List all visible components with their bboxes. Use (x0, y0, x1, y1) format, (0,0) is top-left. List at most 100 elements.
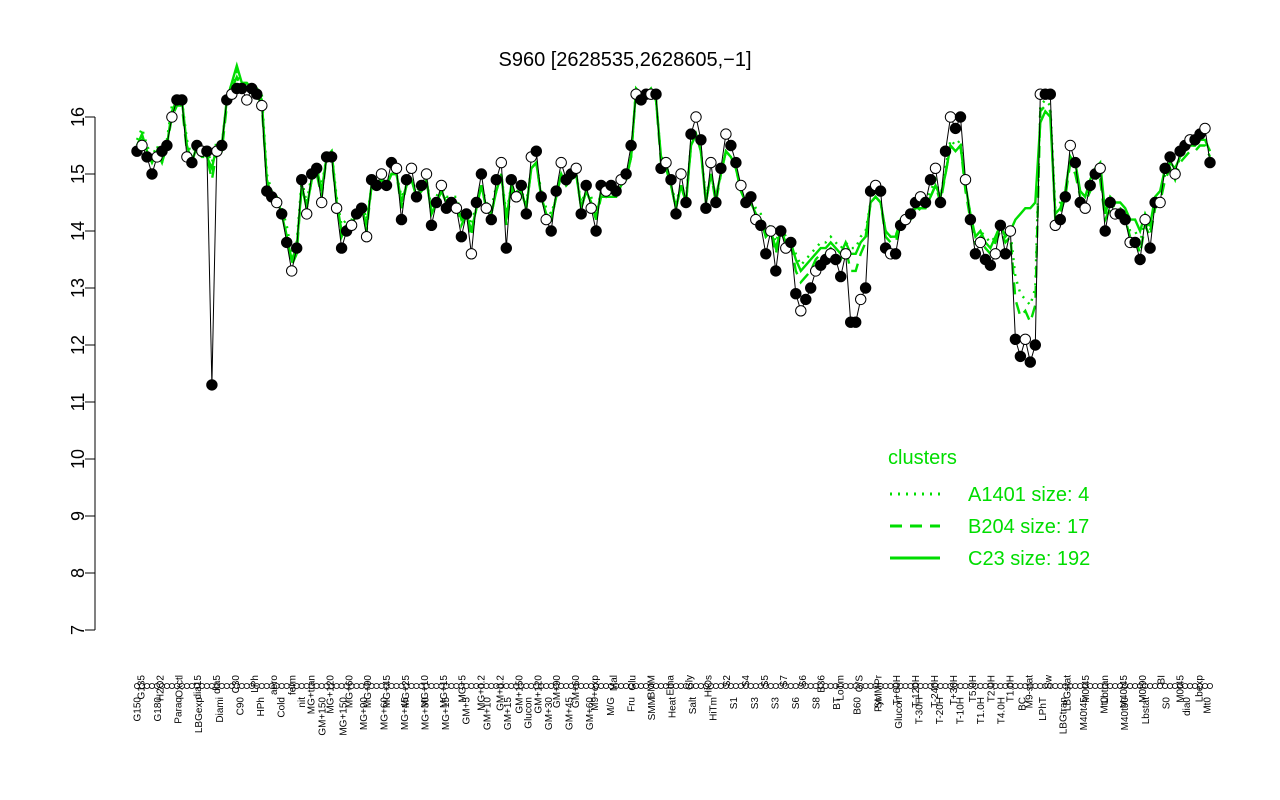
x-tick-label: M9-stat (1024, 675, 1035, 709)
data-point (1019, 333, 1032, 345)
x-tick-label: B60 (853, 697, 864, 715)
x-tick-label: dia15 (193, 675, 204, 700)
data-point (735, 179, 747, 192)
legend-label: B204 size: 17 (968, 516, 1089, 538)
x-tick-label: S3 (770, 697, 781, 710)
x-tick (942, 683, 949, 690)
x-tick-label: Glucon (523, 697, 534, 729)
x-tick-label: T5.0H (968, 675, 979, 702)
x-tick-label: T-240H (930, 675, 941, 708)
data-point (1054, 213, 1067, 226)
x-tick-label: Glu (628, 675, 639, 691)
data-point (435, 179, 448, 192)
data-point (934, 196, 947, 209)
x-tick-label: LPhT (1038, 697, 1049, 721)
data-point (620, 168, 632, 180)
x-tick-label: Lbstat (1141, 697, 1152, 724)
x-tick-label: M0t45 (1176, 675, 1187, 703)
x-tick-label: Heat (668, 697, 679, 718)
data-point (1084, 179, 1096, 192)
data-point (685, 128, 697, 140)
data-point (490, 174, 502, 186)
data-point (495, 156, 507, 169)
x-tick-label: Mt0 (1203, 697, 1214, 714)
data-point (505, 174, 517, 186)
x-tick-label: T1.0H (976, 697, 987, 724)
x-tick-label: Mal (609, 675, 620, 691)
x-tick (847, 683, 854, 690)
x-tick-label: SMMPr (873, 674, 884, 708)
x-tick-label: aero (269, 675, 280, 695)
x-tick-label: dia0 (1182, 697, 1193, 716)
data-point (271, 196, 283, 209)
data-point (161, 139, 173, 152)
x-tick-label: T+30H (949, 675, 960, 705)
x-tick-label: S8 (812, 697, 823, 710)
data-point (545, 225, 557, 237)
x-tick (1167, 683, 1174, 690)
x-tick (318, 683, 325, 690)
data-point (999, 248, 1012, 260)
x-tick-label: GM+150 (514, 675, 525, 714)
data-point (1129, 236, 1141, 249)
data-point (395, 213, 408, 226)
x-tick (148, 683, 155, 690)
data-point (186, 156, 198, 169)
data-point (715, 162, 727, 175)
x-tick-label: T4.0H (997, 697, 1008, 724)
x-tick-label: Cold (277, 697, 288, 718)
x-tick (543, 683, 550, 690)
data-point (1134, 253, 1146, 266)
data-point (166, 111, 178, 123)
legend-title: clusters (888, 447, 957, 469)
x-tick-label: LBGtran (1058, 697, 1069, 734)
data-point (355, 202, 368, 214)
data-point (325, 151, 338, 163)
data-point (480, 202, 492, 214)
data-point (1144, 242, 1156, 254)
x-tick (583, 683, 590, 690)
data-point (1014, 350, 1027, 363)
x-tick-label: T-120H (911, 675, 922, 708)
data-point (830, 253, 842, 266)
data-point (201, 145, 213, 157)
x-tick-label: Glucon (894, 697, 905, 729)
x-tick-label: M/G (606, 697, 617, 716)
data-point (949, 122, 962, 135)
series-line (131, 82, 1216, 391)
x-tick-label: M9+exp (590, 675, 601, 711)
x-tick-label: T1.0H (1006, 675, 1017, 702)
data-point (1079, 202, 1091, 214)
y-tick-label: 11 (68, 393, 88, 412)
data-point (964, 213, 977, 226)
x-tick-label: MG+15 (439, 675, 450, 709)
x-tick-label: S1 (729, 697, 740, 710)
data-point (919, 196, 932, 209)
x-tick-label: MG+60 (379, 697, 390, 731)
x-tick-label: MG+0.2 (477, 675, 488, 711)
data-point (974, 236, 987, 249)
x-tick (1187, 683, 1194, 690)
y-tick-label: 12 (68, 335, 88, 355)
y-tick-label: 9 (68, 511, 88, 521)
data-point (1059, 191, 1072, 203)
data-point (720, 128, 732, 140)
y-tick-label: 14 (68, 221, 88, 241)
data-point (415, 179, 428, 192)
y-tick-label: 10 (68, 449, 88, 469)
x-tick-label: Salt (688, 697, 699, 714)
x-tick-label: Sw (1043, 674, 1054, 689)
data-point (301, 208, 313, 220)
data-point (455, 231, 468, 243)
x-tick (922, 683, 929, 690)
data-point (855, 293, 867, 306)
data-point (380, 179, 393, 192)
data-point (1069, 156, 1082, 169)
x-tick-label: M40t45 (1119, 675, 1130, 709)
data-point (835, 270, 847, 283)
data-point (700, 202, 712, 214)
data-point (251, 88, 263, 100)
x-tick (772, 683, 779, 690)
x-tick-label: T2.0H (987, 675, 998, 702)
